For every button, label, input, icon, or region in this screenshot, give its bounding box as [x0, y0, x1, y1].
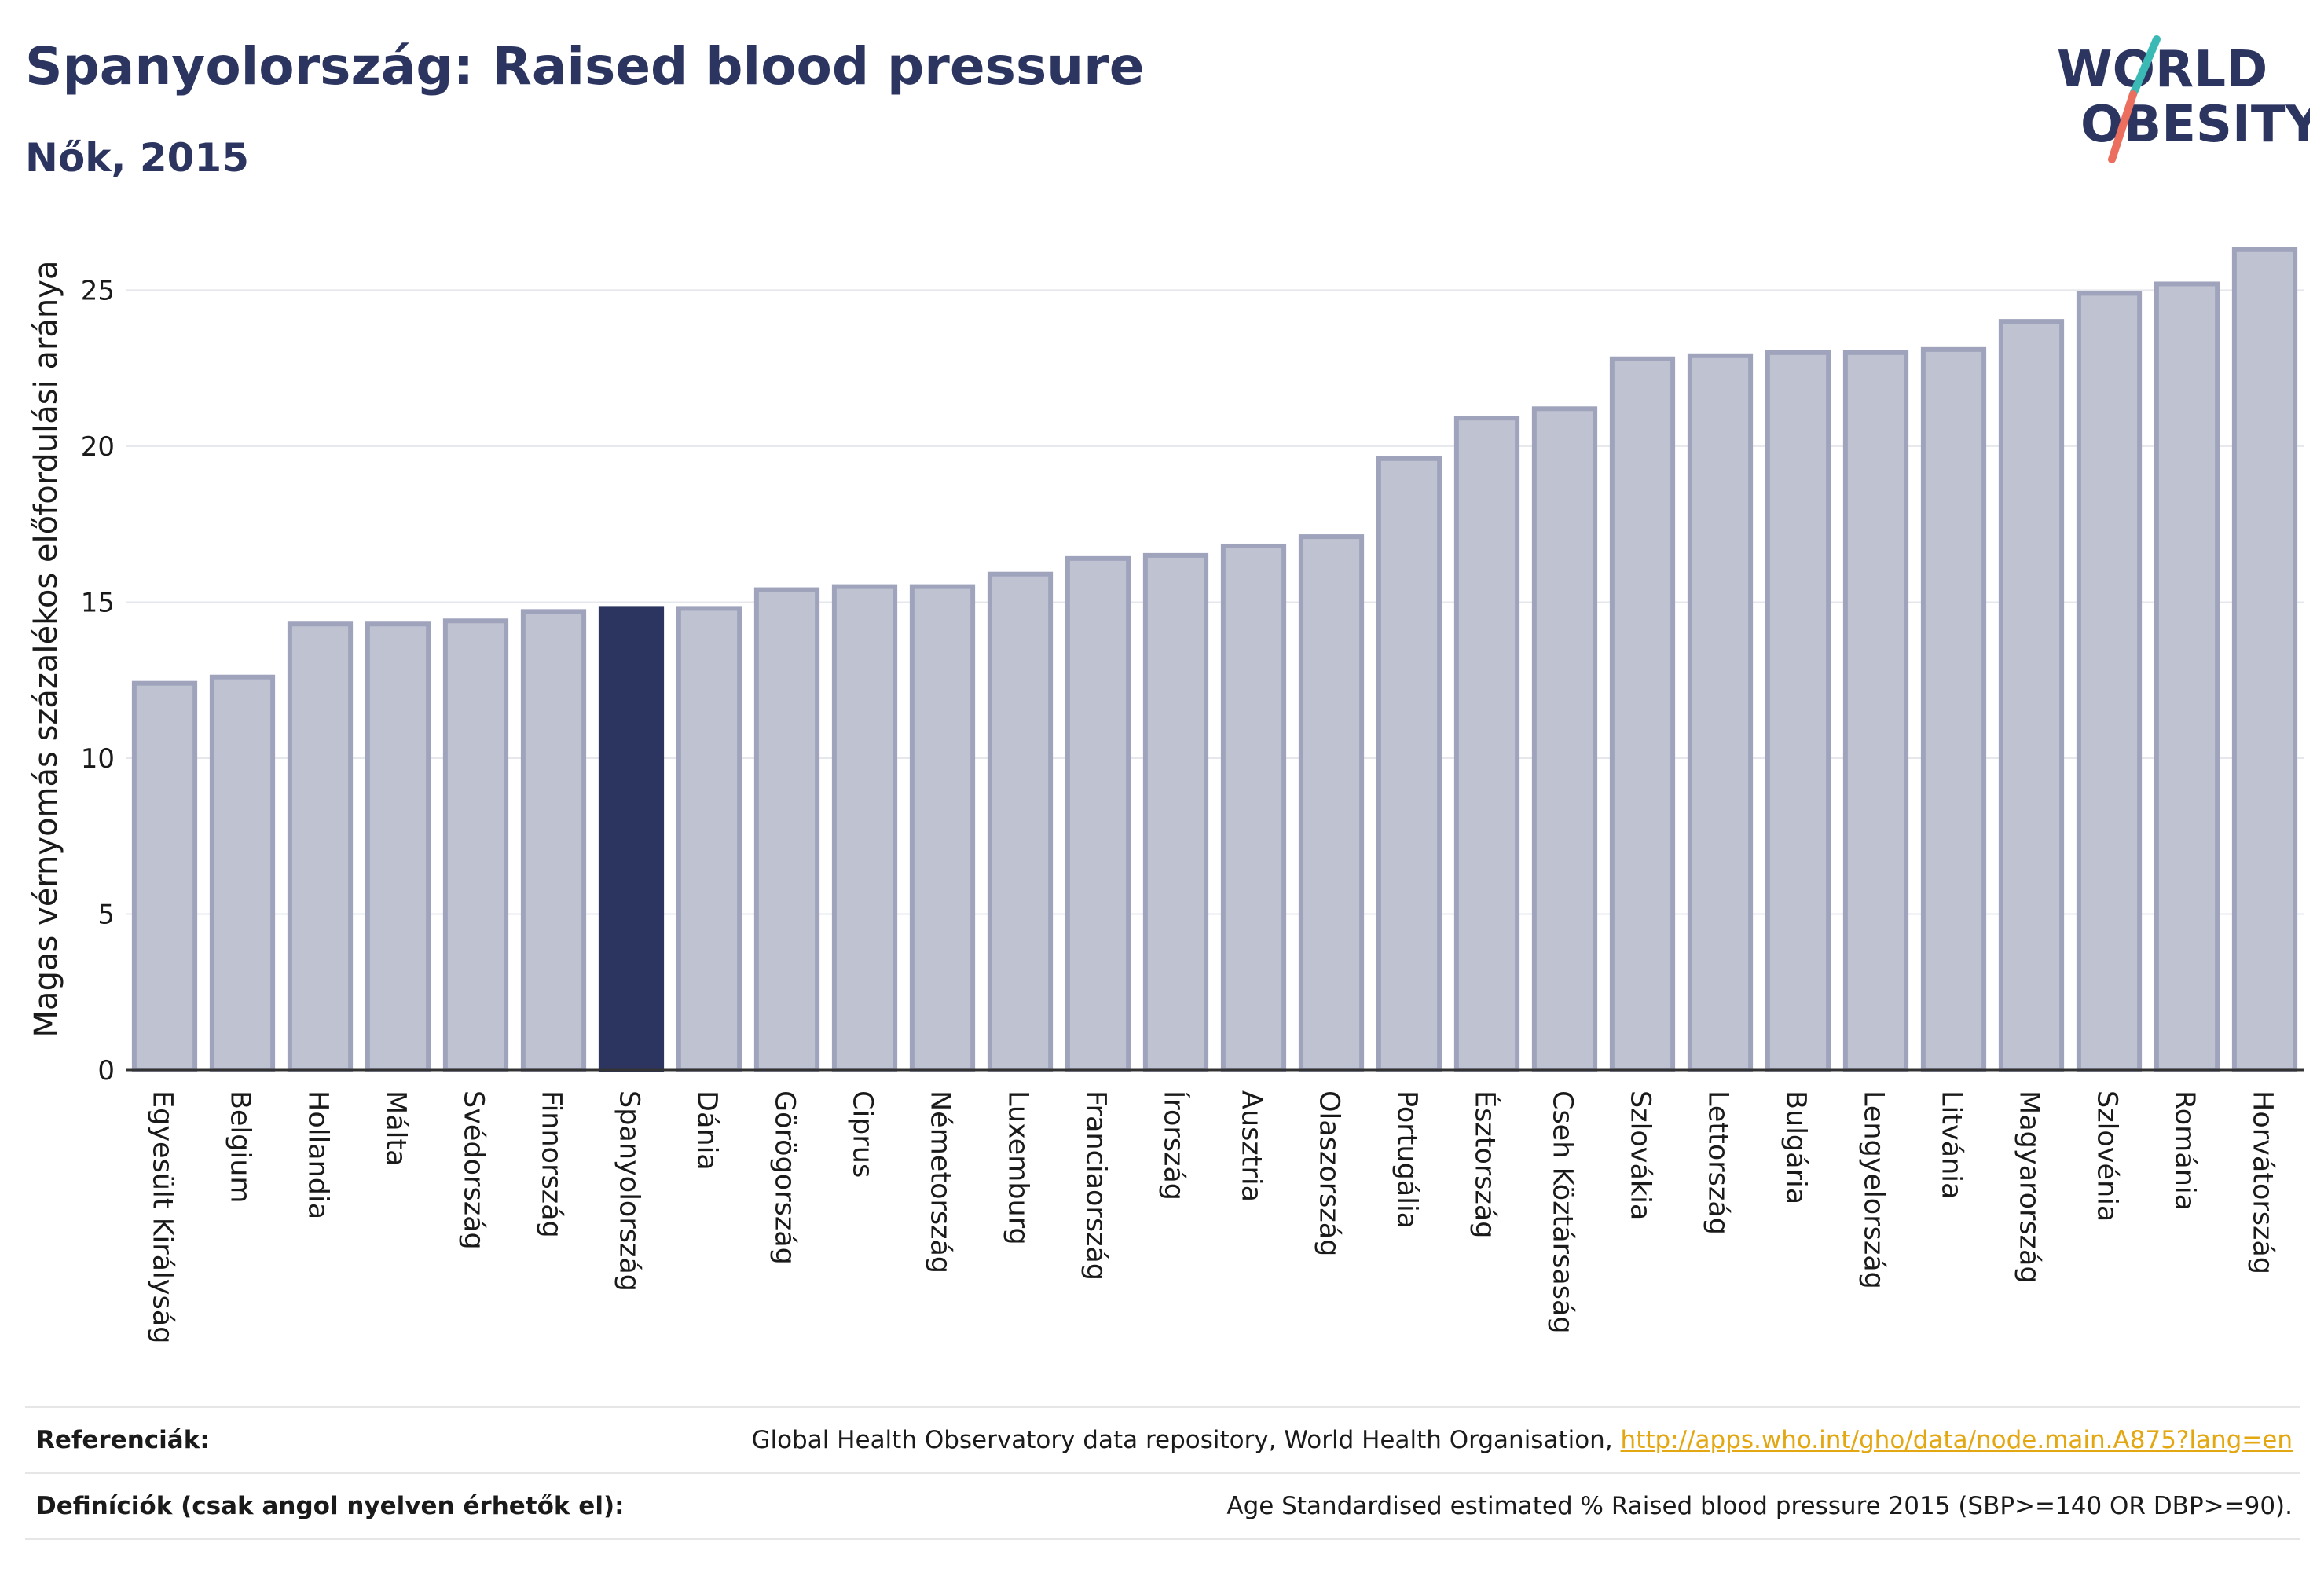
bar-litvánia [1920, 346, 1987, 1073]
x-tick-label: Olaszország [1314, 1090, 1345, 1256]
x-tick-label: Svédország [458, 1090, 489, 1250]
bar-románia [2154, 281, 2220, 1072]
x-tick-label: Dánia [691, 1090, 723, 1171]
definitions-label: Definíciók (csak angol nyelven érhetők e… [36, 1492, 625, 1520]
y-tick-label: 10 [81, 743, 115, 775]
bar-horvátország [2231, 247, 2298, 1072]
bar-görögország [753, 587, 820, 1072]
bar-dánia [676, 606, 742, 1072]
y-tick-labels: 0 5 10 15 20 25 [81, 275, 115, 1087]
bar-olaszország [1298, 534, 1365, 1072]
bar-észtország [1453, 416, 1520, 1072]
y-tick-label: 0 [97, 1055, 115, 1087]
x-tick-label: Ciprus [847, 1090, 878, 1178]
bar-ausztria [1220, 543, 1287, 1072]
x-tick-label: Cseh Köztársaság [1547, 1090, 1578, 1334]
bar-szlovákia [1609, 356, 1676, 1072]
x-tick-label: Szlovákia [1625, 1090, 1656, 1220]
page-subtitle: Nők, 2015 [25, 135, 250, 181]
bar-finnország [520, 609, 587, 1072]
x-tick-label: Málta [380, 1090, 412, 1167]
references-row: Referenciák: Global Health Observatory d… [25, 1406, 2300, 1472]
bar-németország [909, 584, 976, 1072]
bar-portugália [1376, 456, 1442, 1072]
bar-franciaország [1065, 555, 1131, 1072]
x-tick-label: Hollandia [302, 1090, 334, 1219]
x-tick-label: Magyarország [2014, 1090, 2045, 1284]
x-tick-label: Németország [925, 1090, 956, 1274]
references-table: Referenciák: Global Health Observatory d… [25, 1406, 2300, 1540]
x-tick-label: Belgium [225, 1090, 256, 1204]
x-tick-label: Portugália [1391, 1090, 1423, 1229]
references-label: Referenciák: [36, 1426, 210, 1454]
x-tick-labels: Egyesült Királyság Belgium Hollandia Málta S… [147, 1090, 2278, 1343]
x-tick-label: Bulgária [1780, 1090, 1812, 1204]
x-tick-label: Horvátország [2247, 1090, 2278, 1274]
x-tick-label: Spanyolország [614, 1090, 645, 1292]
x-tick-label: Lettország [1703, 1090, 1734, 1235]
bar-lettország [1687, 353, 1754, 1073]
references-link[interactable]: http://apps.who.int/gho/data/node.main.A… [1620, 1426, 2293, 1454]
references-text: Global Health Observatory data repositor… [751, 1426, 1613, 1454]
y-tick-label: 5 [97, 899, 115, 930]
bar-egyesült-királyság [131, 680, 198, 1072]
y-tick-label: 15 [81, 587, 115, 618]
bar-málta [365, 621, 431, 1072]
x-tick-label: Görögország [769, 1090, 801, 1265]
definitions-row: Definíciók (csak angol nyelven érhetők e… [25, 1472, 2300, 1540]
references-value: Global Health Observatory data repositor… [751, 1426, 2300, 1454]
logo-slash-coral [2108, 90, 2137, 163]
y-axis-label: Magas vérnyomás százalékos előfordulási … [28, 261, 64, 1038]
x-tick-label: Franciaország [1080, 1090, 1112, 1281]
logo-slash-teal [2129, 35, 2161, 98]
bar-spanyolország [598, 606, 665, 1072]
bar-belgium [209, 674, 276, 1072]
page-title: Spanyolország: Raised blood pressure [25, 36, 1145, 97]
bar-bulgária [1765, 350, 1831, 1072]
bar-chart: 0 5 10 15 20 25 Egyesült Királyság Belgium Holl… [28, 247, 2304, 1343]
bar-ciprus [831, 584, 898, 1072]
x-tick-label: Románia [2169, 1090, 2201, 1211]
bar-svédország [442, 618, 509, 1072]
x-tick-label: Észtország [1469, 1090, 1502, 1239]
y-tick-label: 20 [81, 431, 115, 463]
x-tick-label: Lengyelország [1858, 1090, 1890, 1289]
bar-írország [1142, 552, 1209, 1072]
x-tick-label: Ausztria [1236, 1090, 1267, 1202]
bar-luxemburg [987, 571, 1054, 1072]
x-tick-label: Írország [1158, 1090, 1191, 1200]
bar-magyarország [1998, 319, 2065, 1073]
x-tick-label: Finnország [536, 1090, 567, 1238]
x-tick-label: Luxemburg [1003, 1090, 1034, 1245]
bar-lengyelország [1842, 350, 1909, 1072]
x-tick-label: Litvánia [1936, 1090, 1967, 1199]
x-tick-label: Szlovénia [2091, 1090, 2123, 1222]
bar-hollandia [287, 621, 354, 1072]
x-tick-label: Egyesült Királyság [147, 1090, 178, 1343]
bar-cseh-köztársaság [1531, 406, 1598, 1072]
logo-word-world: WORLD [2057, 41, 2267, 99]
bars [131, 247, 2298, 1073]
definitions-text: Age Standardised estimated % Raised bloo… [1226, 1492, 2293, 1520]
y-tick-label: 25 [81, 275, 115, 306]
bar-szlovénia [2076, 291, 2143, 1072]
world-obesity-logo: WORLD OBESITY [2057, 35, 2310, 163]
